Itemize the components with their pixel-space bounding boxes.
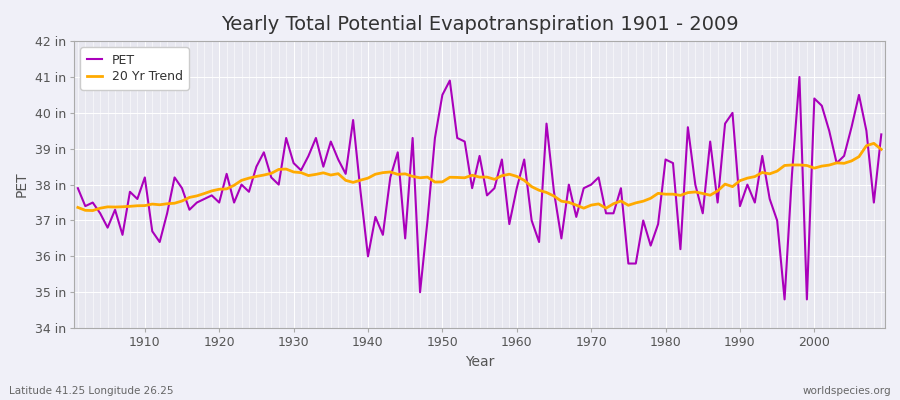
PET [132, 196, 143, 201]
Line: 20 Yr Trend: 20 Yr Trend [78, 143, 881, 210]
20 Yr Trend [876, 147, 886, 152]
20 Yr Trend [518, 178, 529, 183]
PET [295, 168, 306, 173]
20 Yr Trend [511, 174, 522, 179]
PET [876, 132, 886, 137]
PET [511, 186, 522, 190]
Text: Latitude 41.25 Longitude 26.25: Latitude 41.25 Longitude 26.25 [9, 386, 174, 396]
Line: PET: PET [78, 77, 881, 300]
PET [794, 74, 805, 79]
X-axis label: Year: Year [465, 355, 494, 369]
Text: worldspecies.org: worldspecies.org [803, 386, 891, 396]
Y-axis label: PET: PET [15, 172, 29, 198]
PET [340, 172, 351, 176]
20 Yr Trend [140, 203, 150, 208]
20 Yr Trend [303, 173, 314, 178]
Title: Yearly Total Potential Evapotranspiration 1901 - 2009: Yearly Total Potential Evapotranspiratio… [220, 15, 738, 34]
20 Yr Trend [868, 141, 879, 146]
20 Yr Trend [87, 208, 98, 213]
PET [504, 222, 515, 226]
20 Yr Trend [347, 180, 358, 185]
20 Yr Trend [73, 205, 84, 210]
20 Yr Trend [608, 201, 619, 206]
PET [600, 211, 611, 216]
PET [73, 186, 84, 190]
Legend: PET, 20 Yr Trend: PET, 20 Yr Trend [80, 47, 189, 90]
PET [779, 297, 790, 302]
